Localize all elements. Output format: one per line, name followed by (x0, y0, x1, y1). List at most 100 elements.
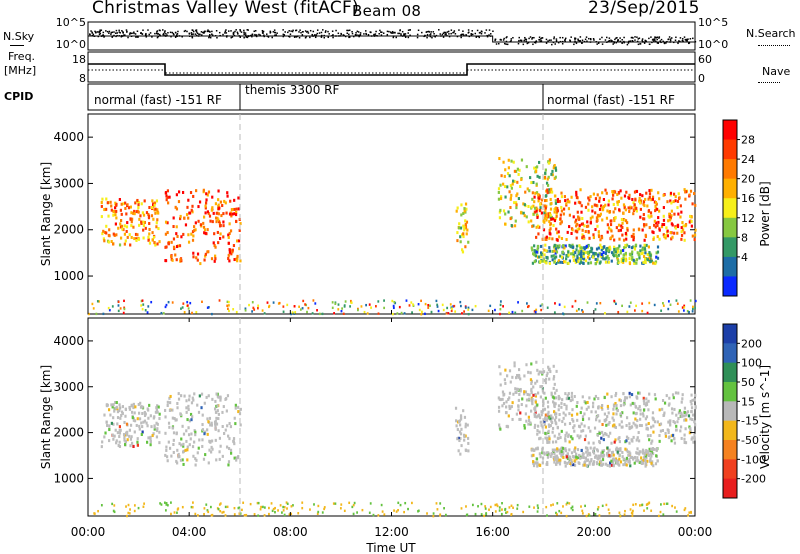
nsky-line (88, 35, 695, 43)
date-label: 23/Sep/2015 (588, 0, 700, 18)
colorbar-tick-label: -50 (741, 434, 759, 447)
x-tick-label: 16:00 (475, 525, 510, 539)
colorbar-swatch (723, 478, 737, 499)
colorbar-swatch (723, 256, 737, 277)
velocity-panel: 1000 2000 3000 4000 Slant Range [km] (39, 317, 697, 518)
colorbar-swatch (723, 382, 737, 402)
nave-tick-lo: 0 (698, 72, 705, 85)
freq-panel: 18 8 60 0 (72, 51, 712, 85)
power-colorbar: 28 24 20 16 12 8 4 (722, 119, 755, 297)
colorbar-swatch (723, 159, 737, 180)
colorbar-swatch (723, 401, 737, 422)
nsearch-legend-line (758, 45, 790, 46)
echo-band (530, 446, 659, 468)
station-title: Christmas Valley West (fitACF) (92, 0, 360, 18)
cpid-segment-3: normal (fast) -151 RF (547, 93, 675, 107)
echo-band (100, 400, 161, 449)
echo-band (164, 188, 242, 266)
colorbar-tick-label: 8 (741, 231, 748, 244)
beam-label: Beam 08 (352, 2, 422, 20)
near-range-speckle (93, 501, 693, 518)
noise-panel: 10^5 10^0 10^5 10^0 (56, 16, 728, 51)
cpid-segment-2: themis 3300 RF (245, 83, 339, 97)
power-echo-layer (88, 157, 697, 316)
velocity-echo-layer (93, 360, 697, 518)
power-panel: 1000 2000 3000 4000 Slant Range [km] (39, 113, 697, 316)
y-tick-label: 1000 (53, 471, 84, 485)
colorbar-swatch (723, 459, 737, 480)
noise-trace (88, 29, 697, 46)
power-y-axis-label: Slant Range [km] (39, 162, 53, 266)
velocity-y-axis-label: Slant Range [km] (39, 365, 53, 469)
echo-band (530, 391, 697, 445)
freq-label: Freq. (8, 50, 36, 63)
x-tick-label: 12:00 (374, 525, 409, 539)
velocity-colorbar: 200 100 50 15 -15 -50 -100 -200 (722, 323, 766, 499)
echo-band (497, 360, 558, 431)
cpid-label: CPID (4, 90, 34, 103)
colorbar-swatch (723, 178, 737, 199)
y-tick-label: 1000 (53, 269, 84, 283)
colorbar-swatch (723, 420, 737, 441)
cpid-panel: normal (fast) -151 RF themis 3300 RF nor… (87, 83, 696, 111)
y-tick-label: 4000 (53, 130, 84, 144)
noise-tick-hi-left: 10^5 (56, 16, 86, 29)
colorbar-tick-label: 24 (741, 153, 755, 166)
y-tick-label: 4000 (53, 334, 84, 348)
x-tick-label: 00:00 (678, 525, 713, 539)
colorbar-swatch (723, 237, 737, 258)
power-y-ticks: 1000 2000 3000 4000 (53, 130, 695, 283)
noise-tick-lo-right: 10^0 (698, 38, 728, 51)
echo-band (454, 406, 470, 456)
colorbar-swatch (723, 139, 737, 160)
y-tick-label: 2000 (53, 223, 84, 237)
near-range-speckle (88, 299, 697, 316)
freq-unit-label: [MHz] (4, 64, 37, 77)
y-tick-label: 3000 (53, 176, 84, 190)
nave-label: Nave (762, 65, 791, 78)
echo-band (455, 202, 470, 254)
freq-line (88, 63, 695, 76)
colorbar-tick-label: 15 (741, 395, 755, 408)
colorbar-swatch (723, 343, 737, 364)
colorbar-swatch (723, 362, 737, 383)
colorbar-swatch (723, 217, 737, 238)
freq-tick-lo: 8 (79, 72, 86, 85)
freq-tick-hi: 18 (72, 53, 86, 66)
colorbar-swatch (723, 440, 737, 460)
velocity-y-ticks: 1000 2000 3000 4000 (53, 334, 695, 485)
colorbar-tick-label: -15 (741, 415, 759, 428)
velocity-colorbar-title: Velocity [m s^-1] (758, 365, 772, 469)
colorbar-tick-label: -200 (741, 473, 766, 486)
y-tick-label: 3000 (53, 380, 84, 394)
nave-tick-hi: 60 (698, 53, 712, 66)
x-axis-label: Time UT (365, 541, 416, 554)
echo-band (530, 243, 660, 266)
colorbar-swatch (723, 120, 737, 141)
colorbar-tick-label: 200 (741, 337, 762, 350)
noise-tick-lo-left: 10^0 (56, 38, 86, 51)
x-tick-label: 04:00 (172, 525, 207, 539)
power-colorbar-title: Power [dB] (758, 181, 772, 246)
cpid-segment-1: normal (fast) -151 RF (94, 93, 222, 107)
nave-legend-line (758, 82, 780, 83)
colorbar-swatch (723, 276, 737, 297)
x-axis-ticks: 00:00 04:00 08:00 12:00 16:00 20:00 00:00 (71, 310, 713, 539)
echo-band (497, 157, 558, 228)
colorbar-swatch (723, 198, 737, 219)
nsky-label: N.Sky (3, 30, 35, 43)
echo-band (164, 392, 242, 467)
colorbar-tick-label: 28 (741, 134, 755, 147)
nsearch-label: N.Search (746, 27, 796, 40)
colorbar-tick-label: 4 (741, 251, 748, 264)
echo-band (530, 188, 697, 242)
x-tick-label: 00:00 (71, 525, 106, 539)
colorbar-tick-label: 100 (741, 357, 762, 370)
colorbar-swatch (723, 324, 737, 344)
nsky-legend-line (10, 45, 24, 46)
nave-line (88, 69, 695, 74)
colorbar-tick-label: 20 (741, 173, 755, 186)
x-tick-label: 08:00 (273, 525, 308, 539)
colorbar-tick-label: 16 (741, 192, 755, 205)
